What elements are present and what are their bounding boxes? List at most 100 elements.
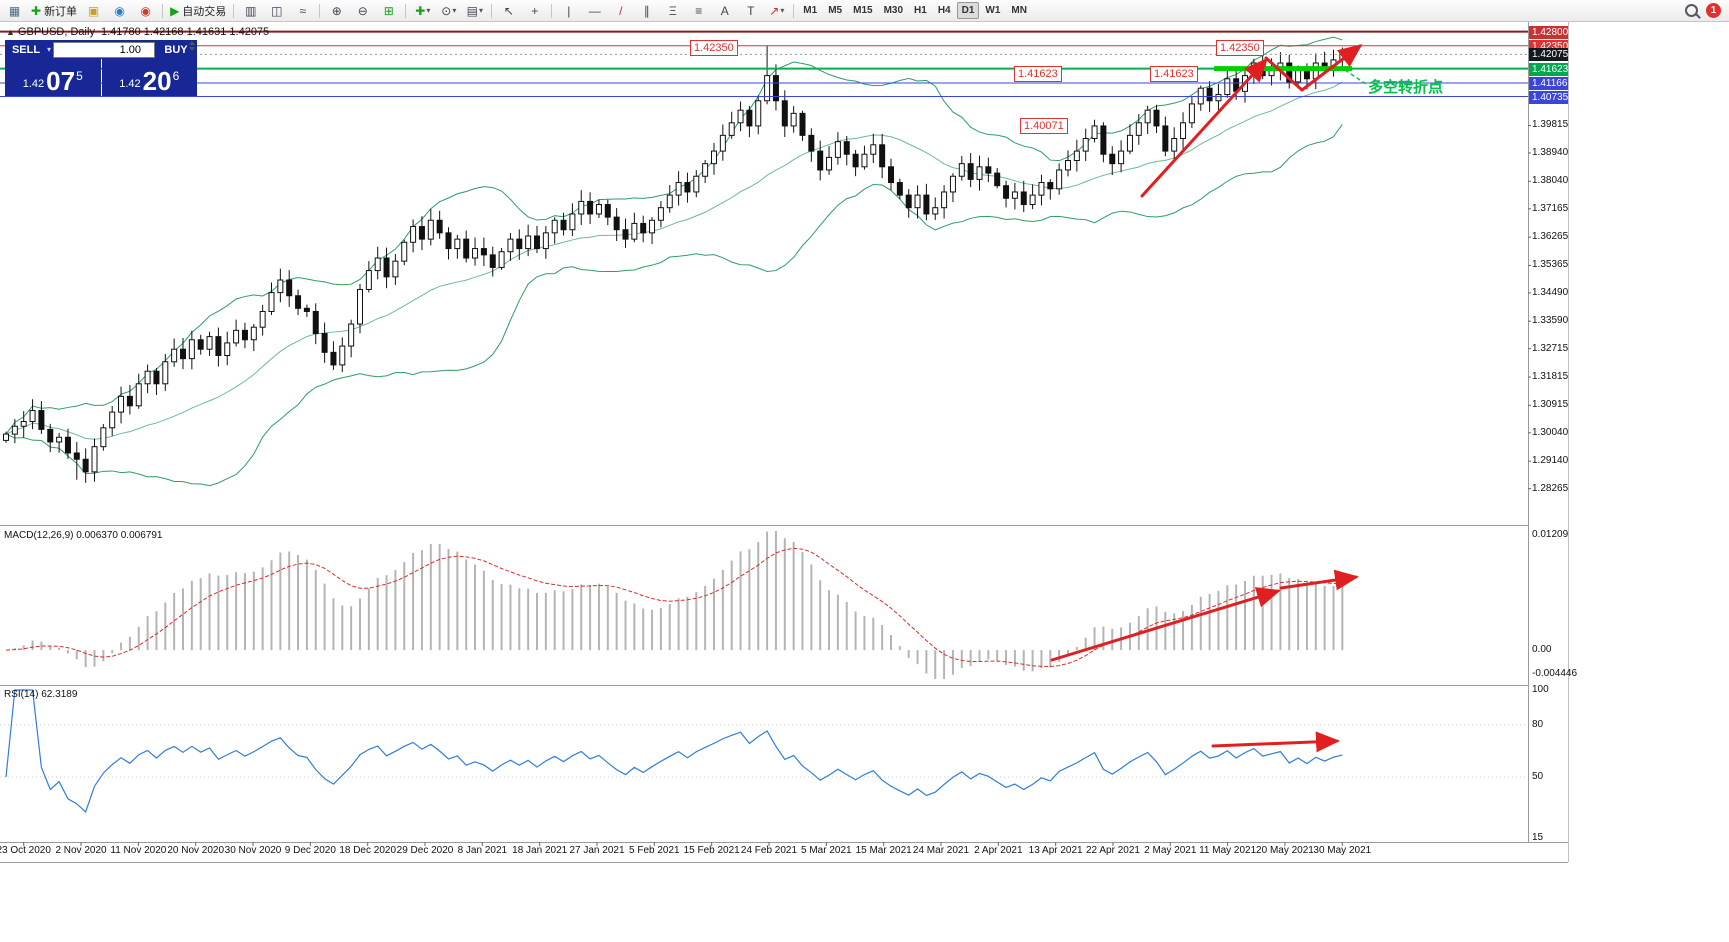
trend-arrow-macd-3[interactable] (1050, 587, 1281, 662)
date-axis-label: 2 Apr 2021 (974, 845, 1023, 856)
autotrading-button[interactable]: ▶ 自动交易 (167, 1, 229, 21)
cycle-lines-button[interactable]: ≡ (686, 1, 711, 21)
annotation-note-text[interactable]: 多空转折点 (1368, 79, 1444, 96)
cycle-lines-icon: ≡ (695, 3, 703, 18)
trend-arrow-price-1[interactable] (1264, 56, 1304, 92)
price-scale-label: 1.36265 (1532, 231, 1569, 243)
price-callout-1.40071[interactable]: 1.40071 (1020, 118, 1068, 134)
line-chart-icon: ≈ (299, 3, 307, 18)
macd-indicator-label: MACD(12,26,9) 0.006370 0.006791 (4, 530, 163, 541)
buy-button[interactable]: 1.42 20 6 (101, 59, 197, 96)
support-button[interactable]: ◉ (107, 1, 132, 21)
price-callout-1.42350[interactable]: 1.42350 (1216, 40, 1264, 56)
notification-badge[interactable]: 1 (1706, 3, 1721, 18)
price-callout-1.42350[interactable]: 1.42350 (690, 40, 738, 56)
note-dash-line[interactable] (1344, 69, 1367, 85)
templates-dropdown-icon[interactable]: ▾ (478, 6, 483, 15)
price-callout-1.41623[interactable]: 1.41623 (1150, 66, 1198, 82)
periods-button[interactable]: ⊙ ▾ (436, 1, 461, 21)
trendline-button[interactable]: / (608, 1, 633, 21)
indicators-dropdown-icon[interactable]: ▾ (426, 6, 431, 15)
buy-price-big: 20 (142, 66, 172, 96)
toolbar-separator (793, 3, 795, 18)
rsi-scale-label: 50 (1532, 771, 1544, 783)
arrows-button[interactable]: ↗ ▾ (764, 1, 789, 21)
new-order-icon: ✚ (31, 3, 42, 18)
market-icon: ▣ (87, 3, 100, 18)
zoom-in-button[interactable]: ⊕ (324, 1, 349, 21)
text-label-button[interactable]: T (738, 1, 763, 21)
trend-arrow-rsi-5[interactable] (1211, 731, 1340, 753)
timeframe-m30-button[interactable]: M30 (883, 5, 904, 16)
price-tag-1.40735: 1.40735 (1529, 90, 1568, 104)
ohlc-values: 1.41780 1.42168 1.41631 1.42075 (100, 26, 270, 38)
fibonacci-button[interactable]: Ξ (660, 1, 685, 21)
rsi-scale-label: 80 (1532, 718, 1544, 730)
arrows-dropdown-icon[interactable]: ▾ (780, 6, 785, 15)
toolbar-separator (319, 3, 321, 18)
bar-chart-button[interactable]: ▥ (238, 1, 263, 21)
new-order-button[interactable]: ✚ 新订单 (28, 1, 80, 21)
text-button[interactable]: A (712, 1, 737, 21)
support-icon: ◉ (114, 3, 125, 18)
timeframe-w1-button[interactable]: W1 (985, 5, 1001, 16)
toolbar-right-group: 1 (1685, 3, 1727, 18)
templates-button[interactable]: ▤ ▾ (462, 1, 487, 21)
date-axis-label: 30 Nov 2020 (224, 845, 282, 856)
date-axis-label: 15 Mar 2021 (855, 845, 912, 856)
timeframe-m1-button[interactable]: M1 (803, 5, 818, 16)
date-axis-label: 2 May 2021 (1144, 845, 1197, 856)
price-tag-1.42800: 1.42800 (1529, 25, 1568, 39)
date-axis-label: 27 Jan 2021 (569, 845, 625, 856)
date-axis-label: 15 Feb 2021 (683, 845, 740, 856)
trend-arrow-price-0[interactable] (1140, 57, 1269, 198)
equidistant-channel-button[interactable]: ∥ (634, 1, 659, 21)
price-scale-label: 1.30915 (1532, 399, 1569, 411)
market-button[interactable]: ▣ (81, 1, 106, 21)
timeframe-m15-button[interactable]: M15 (853, 5, 873, 16)
order-type-dropdown-icon[interactable]: ▾ (47, 45, 52, 54)
sell-button[interactable]: 1.42 07 5 (5, 59, 101, 96)
vertical-line-icon: | (567, 3, 571, 18)
vertical-line-button[interactable]: | (556, 1, 581, 21)
horizontal-line-button[interactable]: — (582, 1, 607, 21)
one-click-collapse-icon[interactable]: ▲ (6, 27, 15, 37)
rsi-indicator-label: RSI(14) 62.3189 (4, 689, 78, 700)
timeframe-d1-button[interactable]: D1 (956, 2, 980, 19)
zoom-out-button[interactable]: ⊖ (350, 1, 375, 21)
periods-dropdown-icon[interactable]: ▾ (452, 6, 457, 15)
timeframe-h1-button[interactable]: H1 (914, 5, 927, 16)
new-chart-button[interactable]: ▦ (2, 1, 27, 21)
tile-windows-button[interactable]: ⊞ (376, 1, 401, 21)
bollinger-bands (5, 36, 1343, 487)
rsi-pane (0, 689, 1528, 813)
indicators-button[interactable]: ✚ ▾ (410, 1, 435, 21)
candlestick-chart-icon: ◫ (271, 3, 283, 18)
community-button[interactable]: ◉ (133, 1, 158, 21)
crosshair-button[interactable]: + (522, 1, 547, 21)
macd-scale-label: 0.01209 (1532, 529, 1569, 540)
candlestick-chart-button[interactable]: ◫ (264, 1, 289, 21)
volume-spinner-down-icon[interactable] (189, 47, 195, 51)
buy-label[interactable]: BUY (164, 43, 188, 56)
price-scale-label: 1.37165 (1532, 202, 1569, 214)
trend-arrow-price-2[interactable] (1300, 44, 1363, 92)
search-icon[interactable] (1685, 4, 1698, 17)
cursor-button[interactable]: ↖ (496, 1, 521, 21)
price-scale-label: 1.38040 (1532, 175, 1569, 187)
line-chart-button[interactable]: ≈ (290, 1, 315, 21)
price-tag-1.42075: 1.42075 (1529, 48, 1568, 62)
timeframe-h4-button[interactable]: H4 (937, 5, 951, 16)
volume-input[interactable]: 1.00 (53, 41, 155, 58)
toolbar-separator (551, 3, 553, 18)
timeframe-mn-button[interactable]: MN (1011, 5, 1027, 16)
trend-arrow-macd-4[interactable] (1279, 569, 1359, 591)
trendline-icon: / (619, 3, 623, 18)
macd-scale-label: -0.004446 (1532, 668, 1578, 679)
volume-spinner[interactable] (189, 41, 195, 51)
timeframe-m5-button[interactable]: M5 (828, 5, 843, 16)
text-label-icon: T (747, 3, 755, 18)
price-callout-1.41623[interactable]: 1.41623 (1014, 66, 1062, 82)
volume-spinner-up-icon[interactable] (189, 41, 195, 45)
sell-label[interactable]: SELL (11, 43, 41, 56)
